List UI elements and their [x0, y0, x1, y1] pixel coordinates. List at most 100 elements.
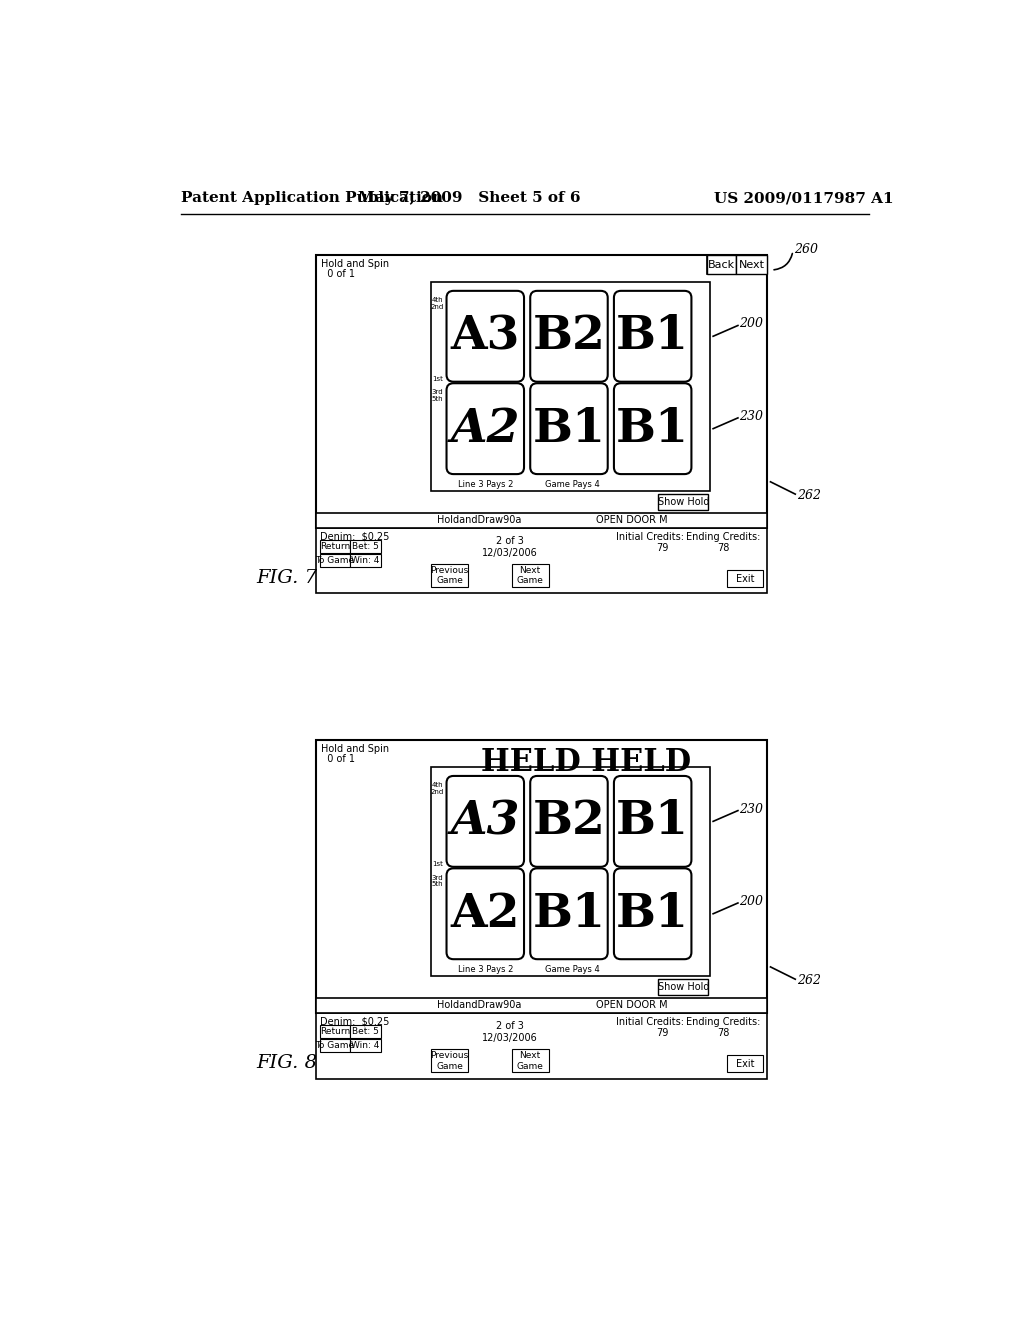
Text: 12/03/2006: 12/03/2006 [482, 1034, 539, 1043]
Text: 200: 200 [739, 317, 764, 330]
Text: 4th: 4th [432, 781, 443, 788]
Text: Hold and Spin: Hold and Spin [321, 259, 389, 269]
Text: 262: 262 [797, 490, 821, 502]
Text: Show Hold: Show Hold [657, 496, 709, 507]
Text: 2 of 3: 2 of 3 [497, 536, 524, 545]
Text: A2: A2 [451, 891, 520, 937]
Text: HoldandDraw90a: HoldandDraw90a [436, 515, 521, 525]
Text: Back: Back [708, 260, 735, 269]
FancyBboxPatch shape [446, 383, 524, 474]
Text: 1st: 1st [432, 862, 443, 867]
Bar [727, 1056, 763, 1072]
Text: 5th: 5th [432, 882, 443, 887]
Text: FIG. 7: FIG. 7 [256, 569, 316, 587]
FancyBboxPatch shape [446, 869, 524, 960]
Text: HoldandDraw90a: HoldandDraw90a [436, 1001, 521, 1010]
FancyBboxPatch shape [614, 869, 691, 960]
Text: 0 of 1: 0 of 1 [321, 754, 355, 763]
Text: B1: B1 [532, 405, 605, 451]
Text: HELD HELD: HELD HELD [481, 747, 691, 777]
Text: Patent Application Publication: Patent Application Publication [180, 191, 442, 206]
FancyBboxPatch shape [530, 776, 607, 867]
FancyBboxPatch shape [446, 290, 524, 381]
Text: Line 3 Pays 2: Line 3 Pays 2 [458, 965, 513, 974]
Text: Initial Credits:: Initial Credits: [616, 532, 684, 541]
Text: 5th: 5th [432, 396, 443, 403]
Bar [431, 1049, 468, 1072]
Bar [321, 540, 349, 553]
Text: To Game: To Game [315, 1041, 354, 1049]
Text: Initial Credits:: Initial Credits: [616, 1016, 684, 1027]
Text: Ending Credits:: Ending Credits: [686, 1016, 761, 1027]
Text: Win: 4: Win: 4 [351, 1041, 379, 1049]
Bar [707, 256, 736, 275]
Text: 0 of 1: 0 of 1 [321, 268, 355, 279]
Text: B1: B1 [616, 891, 689, 937]
Bar [316, 1014, 767, 1078]
Text: 78: 78 [717, 544, 729, 553]
Bar [316, 512, 767, 528]
Text: Next: Next [739, 260, 765, 269]
Text: 230: 230 [739, 409, 764, 422]
Text: Game Pays 4: Game Pays 4 [546, 480, 600, 490]
Bar [316, 255, 767, 528]
Text: 3rd: 3rd [432, 875, 443, 880]
Bar [658, 979, 709, 995]
Text: Next
Game: Next Game [517, 566, 544, 586]
Text: Exit: Exit [735, 1059, 754, 1069]
Text: OPEN DOOR M: OPEN DOOR M [596, 1001, 668, 1010]
Bar [349, 540, 381, 553]
Text: Denim:  $0.25: Denim: $0.25 [321, 1016, 389, 1027]
FancyBboxPatch shape [530, 290, 607, 381]
Bar [727, 570, 763, 587]
Bar [321, 1039, 349, 1052]
Text: 12/03/2006: 12/03/2006 [482, 548, 539, 558]
Text: Next
Game: Next Game [517, 1051, 544, 1071]
Text: A3: A3 [451, 313, 520, 359]
Text: 4th: 4th [432, 297, 443, 304]
Text: 2nd: 2nd [430, 304, 443, 310]
Bar [316, 998, 767, 1014]
Text: Previous
Game: Previous Game [430, 1051, 469, 1071]
Text: Ending Credits:: Ending Credits: [686, 532, 761, 541]
Bar [431, 564, 468, 587]
FancyBboxPatch shape [614, 290, 691, 381]
Text: 3rd: 3rd [432, 389, 443, 396]
Bar [658, 494, 709, 510]
Text: 262: 262 [797, 974, 821, 987]
Text: Hold and Spin: Hold and Spin [321, 744, 389, 754]
Text: FIG. 8: FIG. 8 [256, 1055, 316, 1072]
Text: Previous
Game: Previous Game [430, 566, 469, 586]
Text: 230: 230 [739, 803, 764, 816]
Text: 2 of 3: 2 of 3 [497, 1020, 524, 1031]
FancyBboxPatch shape [614, 776, 691, 867]
Text: Bet: 5: Bet: 5 [351, 543, 379, 550]
Text: Denim:  $0.25: Denim: $0.25 [321, 532, 389, 541]
Text: A3: A3 [451, 799, 520, 845]
Bar [316, 528, 767, 594]
Bar [707, 255, 767, 275]
Bar [349, 1026, 381, 1038]
Bar [349, 554, 381, 566]
Text: B2: B2 [532, 313, 605, 359]
Text: Game Pays 4: Game Pays 4 [546, 965, 600, 974]
Bar [736, 256, 767, 275]
Text: 79: 79 [656, 544, 669, 553]
Text: 78: 78 [717, 1028, 729, 1039]
Text: B1: B1 [532, 891, 605, 937]
Text: US 2009/0117987 A1: US 2009/0117987 A1 [714, 191, 894, 206]
FancyBboxPatch shape [530, 383, 607, 474]
Text: Return: Return [319, 543, 350, 550]
FancyBboxPatch shape [446, 776, 524, 867]
Bar [321, 1026, 349, 1038]
Text: 260: 260 [795, 243, 818, 256]
Bar [316, 739, 767, 1014]
Text: B1: B1 [616, 313, 689, 359]
Bar [512, 564, 549, 587]
Text: Exit: Exit [735, 574, 754, 583]
Text: Line 3 Pays 2: Line 3 Pays 2 [458, 480, 513, 490]
FancyBboxPatch shape [614, 383, 691, 474]
Text: 1st: 1st [432, 376, 443, 383]
Text: Show Hold: Show Hold [657, 982, 709, 991]
Text: May 7, 2009   Sheet 5 of 6: May 7, 2009 Sheet 5 of 6 [357, 191, 581, 206]
